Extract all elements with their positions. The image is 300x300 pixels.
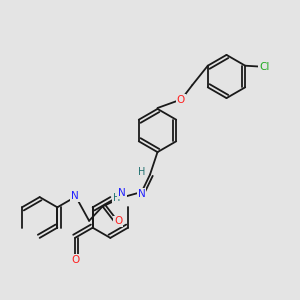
Text: H: H [113, 193, 120, 203]
Text: O: O [114, 216, 122, 226]
Text: N: N [71, 191, 79, 201]
Text: O: O [177, 94, 185, 105]
Text: N: N [138, 189, 146, 199]
Text: H: H [138, 167, 145, 177]
Text: O: O [71, 255, 79, 265]
Text: Cl: Cl [259, 61, 269, 72]
Text: N: N [118, 188, 126, 198]
